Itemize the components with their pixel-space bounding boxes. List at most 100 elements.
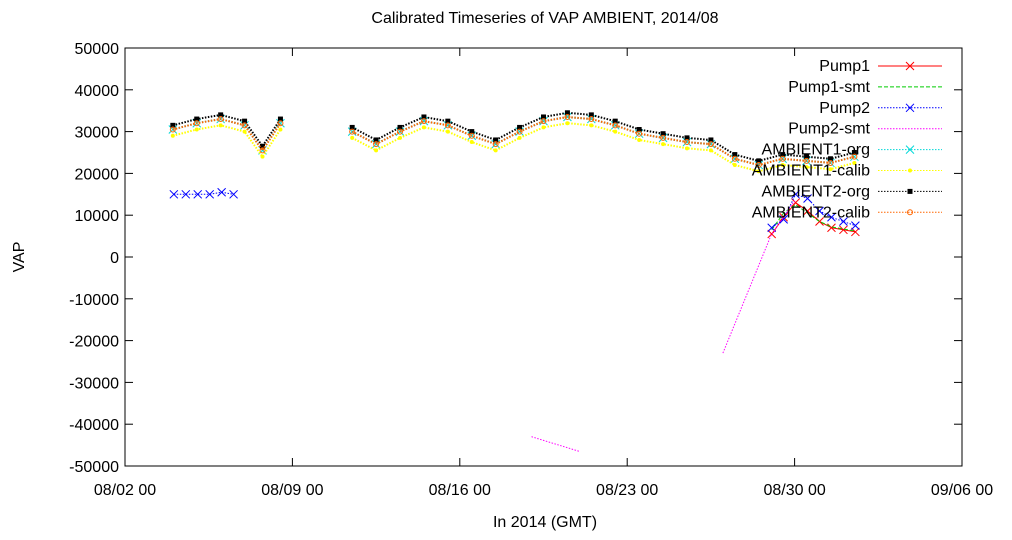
data-point [493,148,498,153]
data-point [827,212,836,222]
series-layer [168,110,860,452]
legend-label: AMBIENT2-org [762,183,870,200]
legend-label: Pump1 [819,58,870,75]
data-point [564,113,571,120]
data-point [839,217,848,226]
legend-item: AMBIENT2-calib [752,204,942,221]
data-point [218,123,223,128]
x-tick-label: 08/16 00 [429,482,491,499]
legend-item: AMBIENT1-org [762,142,942,159]
data-point [636,127,642,133]
data-point [779,215,788,224]
data-point [193,189,203,199]
legend-label: Pump1-smt [788,79,870,96]
data-point [732,163,737,168]
data-point [779,212,788,222]
x-axis-label: In 2014 (GMT) [493,514,597,531]
y-tick-label: -20000 [69,334,119,351]
data-point [419,116,429,126]
data-point [445,118,451,124]
legend-marker [905,61,915,71]
data-point [217,187,227,197]
data-point [397,128,404,135]
data-point [682,137,692,147]
data-point [181,189,191,199]
data-point [730,154,740,164]
data-point [791,189,800,199]
legend-label: AMBIENT2-calib [752,204,870,221]
data-point [517,124,523,130]
data-point [706,139,716,149]
data-point [660,131,666,137]
data-point [610,120,620,130]
data-point [815,206,824,216]
data-point [491,139,501,149]
data-point [636,130,643,137]
series-ambient2-calib [169,113,858,169]
data-point [827,156,833,162]
legend-marker [905,145,915,154]
data-point [278,127,283,132]
data-point [373,137,379,143]
data-point [350,135,355,140]
x-tick-label: 08/30 00 [763,482,825,499]
data-point [828,167,833,172]
legend-item: AMBIENT2-org [762,183,942,200]
x-tick-label: 08/02 00 [94,482,156,499]
legend-label: Pump2-smt [788,121,870,138]
series-pump2-smt [531,200,796,452]
data-point [445,129,450,134]
data-point [541,114,546,120]
y-tick-label: 40000 [75,83,120,100]
series-line [173,191,856,229]
data-point [469,129,475,135]
y-axis: -50000 -40000 -30000 -20000 -10000 0 10000 2000… [69,41,962,476]
data-point [827,159,834,166]
series-line [172,116,855,166]
data-point [850,152,859,162]
data-point [516,128,523,135]
data-point [421,125,426,130]
y-tick-label: -50000 [69,459,119,476]
x-tick-label: 08/23 00 [596,482,658,499]
data-point [756,158,762,164]
data-point [493,137,499,143]
data-point [217,116,224,123]
legend-label: AMBIENT1-org [762,142,870,159]
legend: Pump1 Pump1-smt Pump2 Pump2-smt AMBIENT1-org… [752,58,942,221]
data-point [349,124,355,130]
data-point [803,194,812,203]
data-point [193,120,200,127]
y-tick-label: -40000 [69,417,119,434]
data-point [374,148,379,153]
y-axis-label: VAP [11,242,28,273]
series-pump1-smt [771,204,856,232]
data-point [371,139,381,149]
data-point [398,135,403,140]
legend-marker [907,209,913,216]
data-point [242,118,248,124]
data-point [684,135,690,141]
data-point [349,128,356,135]
series-line [771,204,856,232]
y-tick-label: -30000 [69,375,119,392]
y-tick-label: 20000 [75,166,120,183]
legend-item: Pump1-smt [788,79,942,96]
legend-label: Pump2 [819,100,870,117]
data-point [851,150,857,155]
y-tick-label: -10000 [69,292,119,309]
data-point [563,112,572,122]
data-point [421,114,427,120]
data-point [565,121,570,126]
data-point [277,116,283,122]
data-point [492,141,499,148]
data-point [586,114,596,124]
series-pump1 [767,198,860,239]
data-point [169,126,176,133]
legend-marker [908,168,912,173]
data-point [515,127,524,136]
data-point [779,155,786,162]
data-point [613,129,618,134]
data-point [540,118,547,125]
